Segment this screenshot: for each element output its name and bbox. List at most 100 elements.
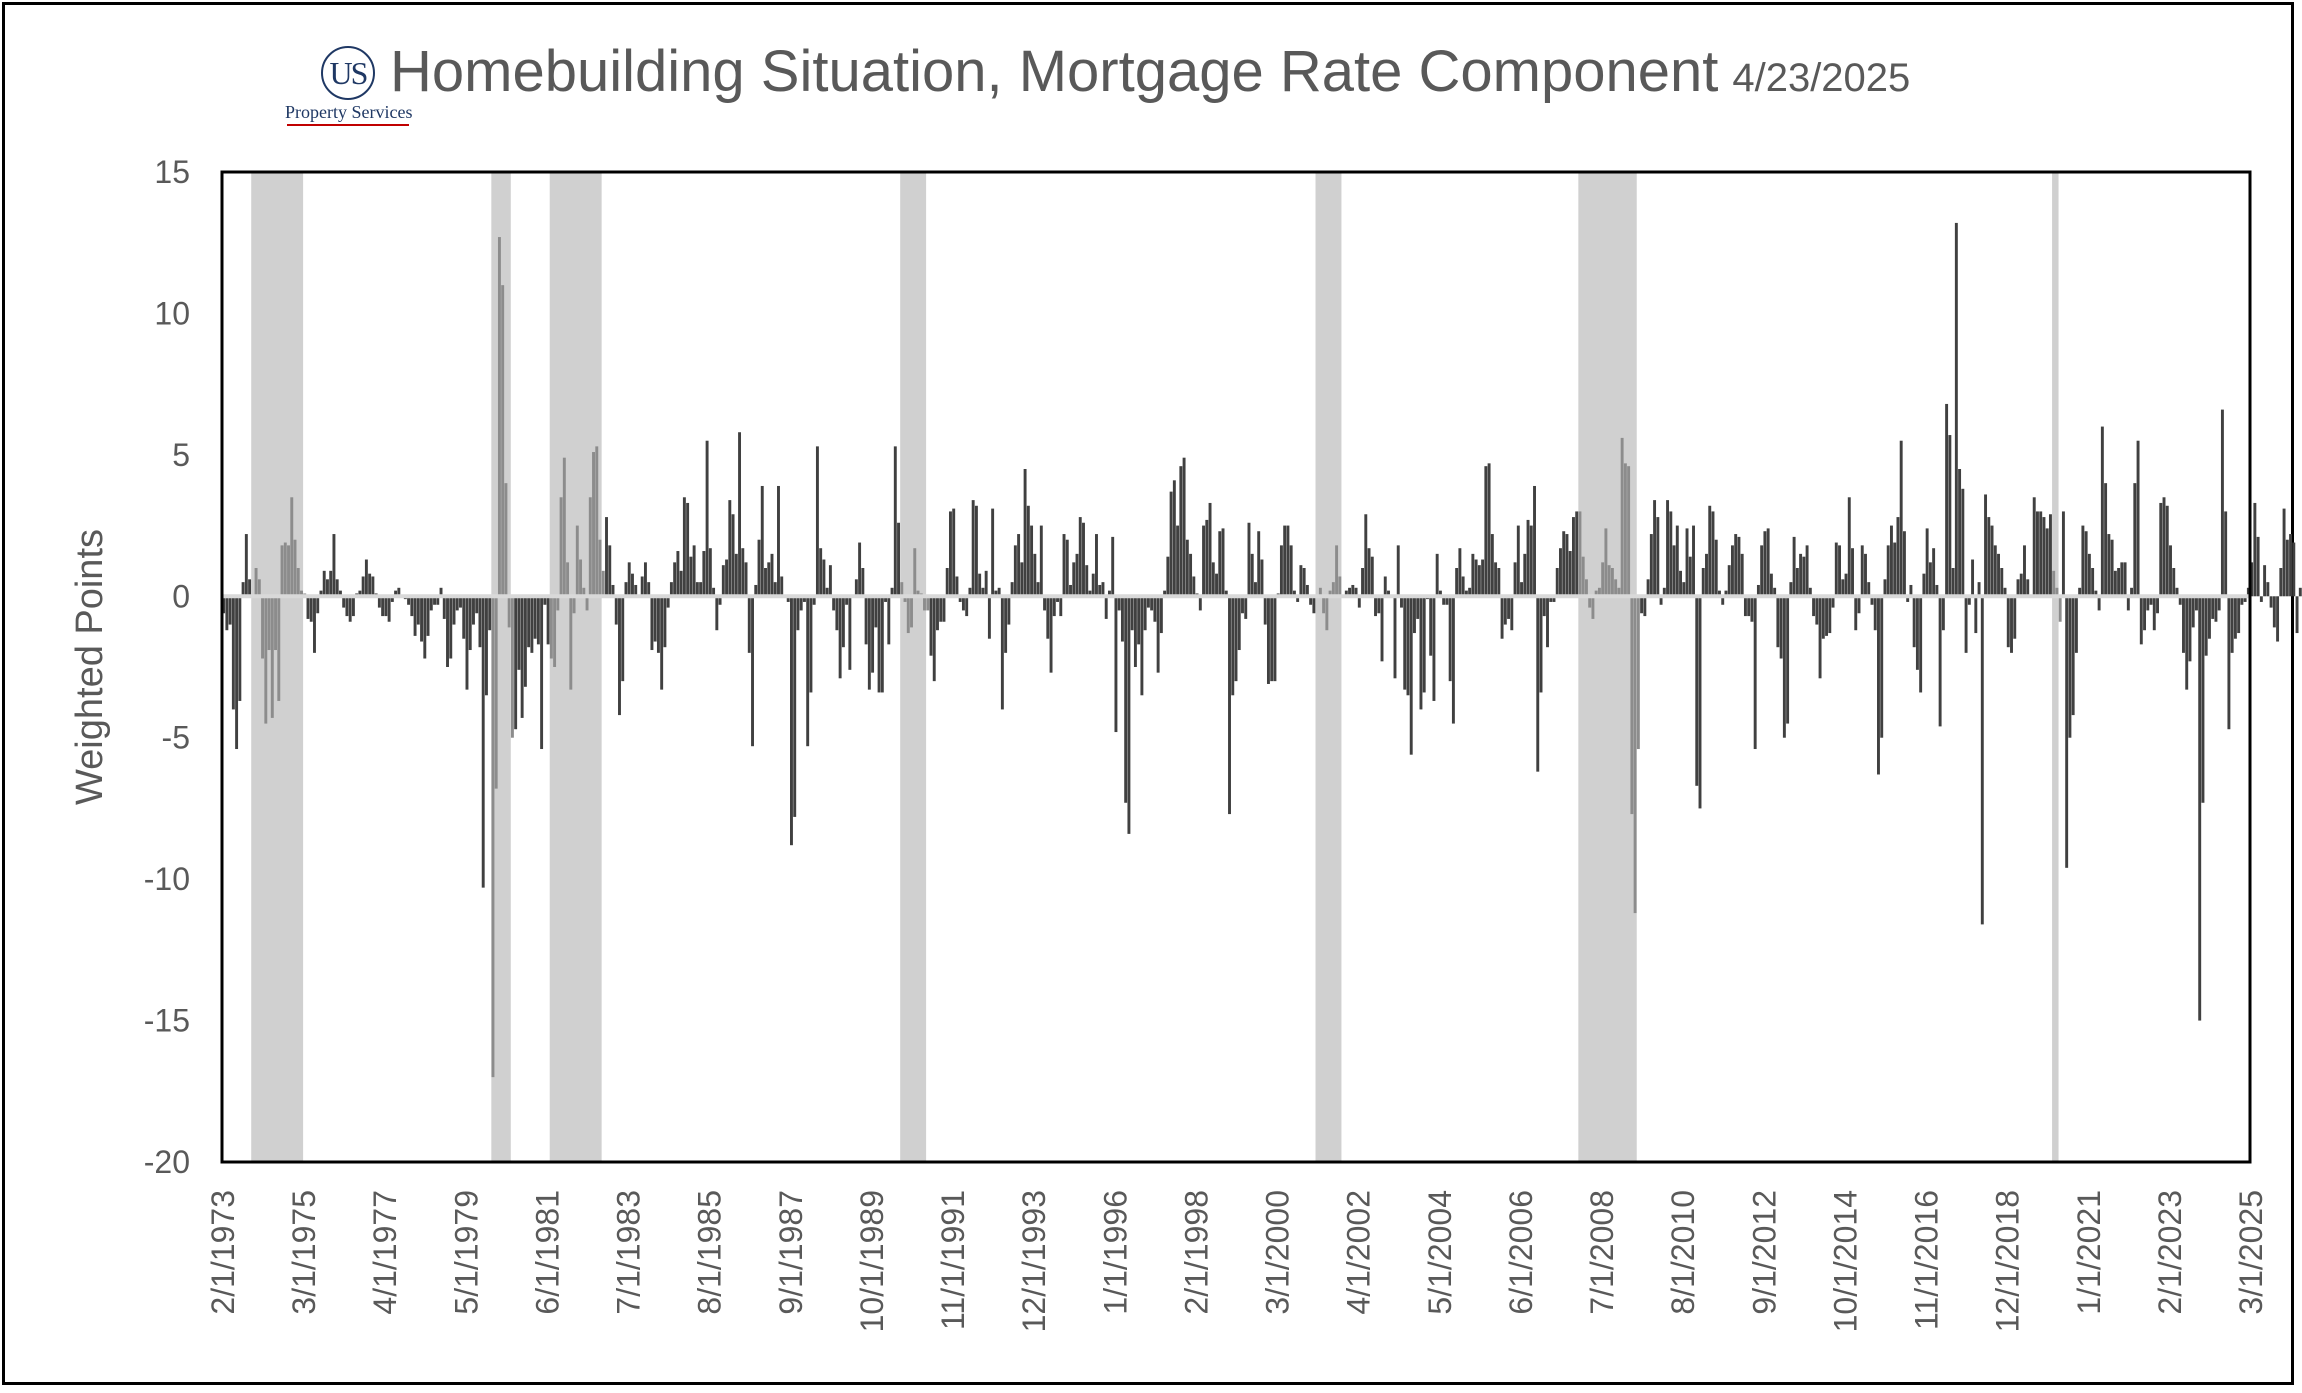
bar <box>1017 534 1021 597</box>
bar <box>1922 573 1926 597</box>
bar <box>1584 579 1588 597</box>
bar <box>702 551 706 597</box>
x-tick-label: 2/1/2023 <box>2152 1190 2188 1315</box>
y-tick-label: 5 <box>172 437 190 473</box>
logo-mark: US <box>321 46 375 100</box>
bar <box>1682 582 1686 597</box>
bar <box>368 573 372 597</box>
bar <box>2130 587 2134 597</box>
bar <box>1400 596 1403 608</box>
bar <box>1312 596 1316 614</box>
bar <box>514 596 518 730</box>
bar <box>666 596 670 608</box>
bar <box>1692 525 1695 597</box>
bar <box>799 596 803 611</box>
bar <box>793 596 797 817</box>
bar <box>1805 545 1809 597</box>
bar <box>2094 590 2098 597</box>
bar <box>880 596 884 693</box>
bar <box>2126 596 2130 611</box>
bar <box>1442 596 1446 605</box>
bar <box>1821 596 1825 639</box>
bar <box>2217 596 2221 611</box>
bar <box>257 579 261 597</box>
company-logo: US Property Services <box>285 42 425 128</box>
bar <box>893 446 897 597</box>
bar <box>1695 596 1699 786</box>
bar <box>1221 528 1225 597</box>
bar <box>1286 525 1290 597</box>
bar <box>1591 596 1595 619</box>
bar <box>1302 568 1306 597</box>
bar <box>971 500 975 597</box>
bar <box>1536 596 1540 772</box>
bar <box>1954 222 1958 597</box>
bar <box>887 596 891 645</box>
bar <box>2065 596 2069 868</box>
bar <box>1435 553 1439 597</box>
bar <box>1857 596 1861 614</box>
x-tick-label: 2/1/1973 <box>205 1190 241 1315</box>
bar <box>790 596 793 846</box>
bar <box>1477 565 1481 597</box>
bar <box>1873 596 1877 631</box>
bar <box>1052 596 1056 617</box>
bar <box>1114 596 1118 733</box>
recession-band <box>1578 172 1637 1162</box>
bar <box>225 596 229 631</box>
bar <box>614 596 618 625</box>
bar <box>760 485 764 597</box>
bar <box>1601 562 1605 597</box>
bar <box>1617 587 1621 597</box>
bar <box>747 596 751 653</box>
bar <box>2042 517 2046 597</box>
bar <box>1409 596 1413 755</box>
bar <box>1237 596 1241 651</box>
bar <box>1283 525 1287 597</box>
bar <box>1526 519 1530 597</box>
bar <box>1202 525 1206 597</box>
bar <box>984 570 988 597</box>
x-tick-label: 7/1/2008 <box>1584 1190 1620 1315</box>
bar <box>825 587 829 597</box>
bar <box>523 596 527 687</box>
bar <box>2243 596 2247 602</box>
bar <box>1614 579 1618 597</box>
bar <box>2207 596 2211 639</box>
bar <box>1432 596 1436 701</box>
bar <box>1906 596 1910 602</box>
bar <box>1072 562 1076 597</box>
bar <box>1912 596 1916 648</box>
bar <box>562 457 566 597</box>
bar <box>780 576 784 597</box>
bar <box>1980 596 1984 925</box>
x-tick-label: 3/1/2025 <box>2233 1190 2269 1315</box>
recession-band <box>251 172 304 1162</box>
bar <box>1597 587 1601 597</box>
bar <box>517 596 521 670</box>
bar <box>621 596 625 682</box>
bar <box>1958 469 1962 597</box>
bar <box>1270 596 1274 682</box>
bar <box>2240 596 2244 605</box>
bar <box>410 596 414 617</box>
bar <box>1120 596 1124 642</box>
bar <box>381 596 385 617</box>
bar <box>1130 596 1134 631</box>
bar <box>1510 596 1514 631</box>
x-tick-label: 1/1/2021 <box>2071 1190 2107 1315</box>
bar <box>605 517 608 597</box>
bar <box>1335 545 1339 597</box>
bar <box>1594 590 1598 597</box>
bar <box>2175 587 2179 597</box>
bar <box>322 570 326 597</box>
bar <box>1198 596 1202 611</box>
bar <box>2019 573 2023 597</box>
bar <box>1497 568 1501 597</box>
bar <box>725 559 729 597</box>
bar <box>2110 539 2114 597</box>
bar <box>2263 565 2267 597</box>
bar <box>1182 457 1186 597</box>
bar <box>267 596 271 651</box>
bar <box>1656 517 1660 597</box>
